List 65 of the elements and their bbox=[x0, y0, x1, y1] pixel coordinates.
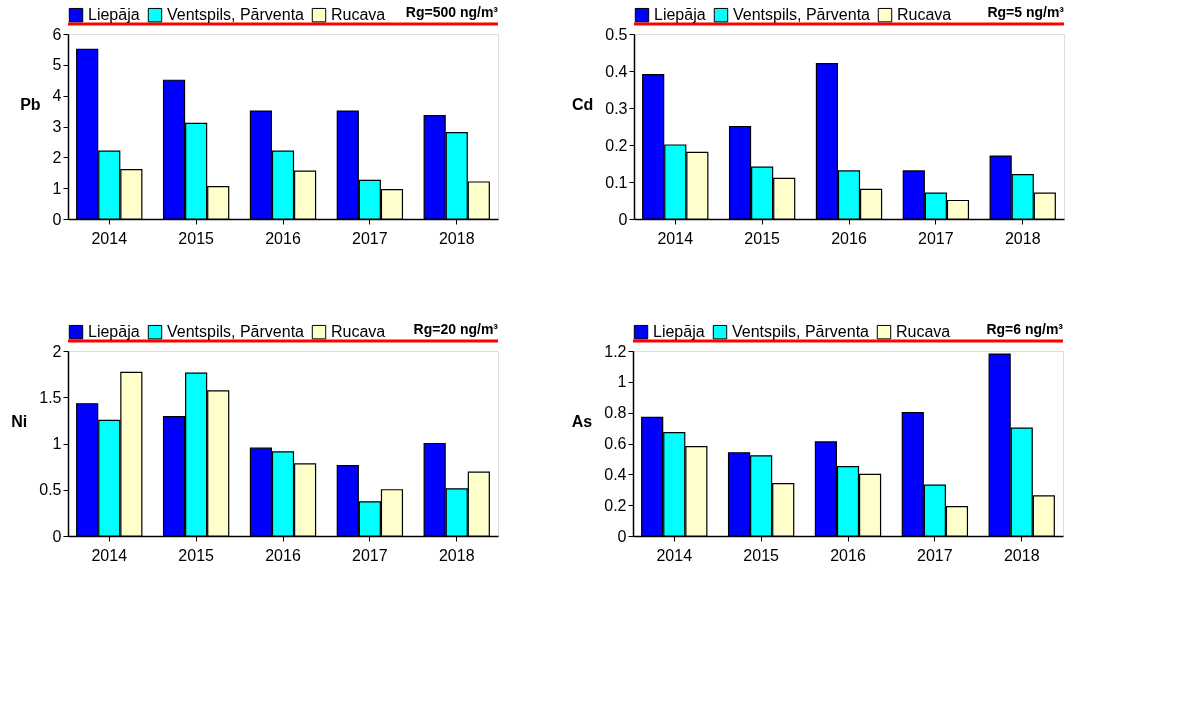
legend-label: Ventspils, Pārventa bbox=[167, 6, 305, 24]
legend-label: Ventspils, Pārventa bbox=[732, 323, 870, 341]
legend-label: Liepāja bbox=[653, 323, 705, 341]
legend-label: Rucava bbox=[331, 6, 386, 24]
y-axis-title: As bbox=[571, 412, 593, 430]
x-tick-label: 2015 bbox=[178, 229, 215, 247]
y-axis-title: Cd bbox=[571, 95, 594, 113]
y-tick-label: 1 bbox=[52, 179, 62, 197]
y-tick-label: 0 bbox=[52, 527, 62, 545]
y-tick-label: 0.5 bbox=[605, 25, 628, 43]
legend-label: Ventspils, Pārventa bbox=[733, 6, 871, 24]
text: Rg=20 ng/m³ bbox=[413, 321, 499, 337]
y-axis-title: Ni bbox=[11, 412, 28, 430]
x-tick-label: 2017 bbox=[352, 546, 388, 564]
x-tick-label: 2016 bbox=[830, 546, 866, 564]
legend-label: Rucava bbox=[897, 6, 952, 24]
y-tick-label: 0.8 bbox=[604, 404, 627, 422]
x-tick-label: 2015 bbox=[743, 546, 780, 564]
x-tick-label: 2018 bbox=[438, 546, 475, 564]
y-tick-label: 5 bbox=[52, 56, 62, 74]
y-tick-label: 2 bbox=[52, 342, 62, 360]
legend-label: Liepāja bbox=[654, 6, 706, 24]
y-tick-label: 0.4 bbox=[604, 465, 627, 483]
x-tick-label: 2016 bbox=[265, 546, 301, 564]
x-tick-label: 2018 bbox=[1003, 546, 1040, 564]
legend-label: Rucava bbox=[896, 323, 951, 341]
x-tick-label: 2018 bbox=[438, 229, 475, 247]
text: Rg=5 ng/m³ bbox=[987, 4, 1065, 20]
x-tick-label: 2017 bbox=[918, 229, 954, 247]
y-tick-label: 1.2 bbox=[604, 342, 627, 360]
legend-label: Rucava bbox=[331, 323, 386, 341]
x-tick-label: 2016 bbox=[265, 229, 301, 247]
y-tick-label: 0.5 bbox=[39, 481, 62, 499]
x-tick-label: 2014 bbox=[91, 546, 128, 564]
x-tick-label: 2015 bbox=[178, 546, 215, 564]
x-tick-label: 2016 bbox=[831, 229, 867, 247]
y-tick-label: 0 bbox=[618, 210, 628, 228]
x-tick-label: 2017 bbox=[917, 546, 953, 564]
y-tick-label: 0.1 bbox=[605, 173, 628, 191]
legend-label: Liepāja bbox=[88, 323, 140, 341]
y-tick-label: 0.2 bbox=[605, 136, 628, 154]
x-tick-label: 2014 bbox=[91, 229, 128, 247]
y-tick-label: 1 bbox=[617, 373, 627, 391]
y-tick-label: 4 bbox=[52, 87, 62, 105]
x-tick-label: 2014 bbox=[656, 546, 693, 564]
text: Rg=6 ng/m³ bbox=[986, 321, 1064, 337]
legend-label: Ventspils, Pārventa bbox=[167, 323, 305, 341]
x-tick-label: 2014 bbox=[657, 229, 694, 247]
y-tick-label: 0.4 bbox=[605, 62, 628, 80]
y-tick-label: 0 bbox=[52, 210, 62, 228]
y-tick-label: 2 bbox=[52, 148, 62, 166]
text: Rg=500 ng/m³ bbox=[405, 4, 499, 20]
y-tick-label: 1.5 bbox=[39, 388, 62, 406]
x-tick-label: 2015 bbox=[744, 229, 781, 247]
x-tick-label: 2018 bbox=[1004, 229, 1041, 247]
y-tick-label: 6 bbox=[52, 25, 62, 43]
y-tick-label: 0 bbox=[617, 527, 627, 545]
y-axis-title: Pb bbox=[20, 95, 41, 113]
legend-label: Liepāja bbox=[88, 6, 140, 24]
y-tick-label: 3 bbox=[52, 118, 62, 135]
x-tick-label: 2017 bbox=[352, 229, 388, 247]
y-tick-label: 0.2 bbox=[604, 496, 627, 514]
y-tick-label: 0.3 bbox=[605, 99, 628, 117]
y-tick-label: 1 bbox=[52, 435, 62, 452]
y-tick-label: 0.6 bbox=[604, 435, 627, 452]
